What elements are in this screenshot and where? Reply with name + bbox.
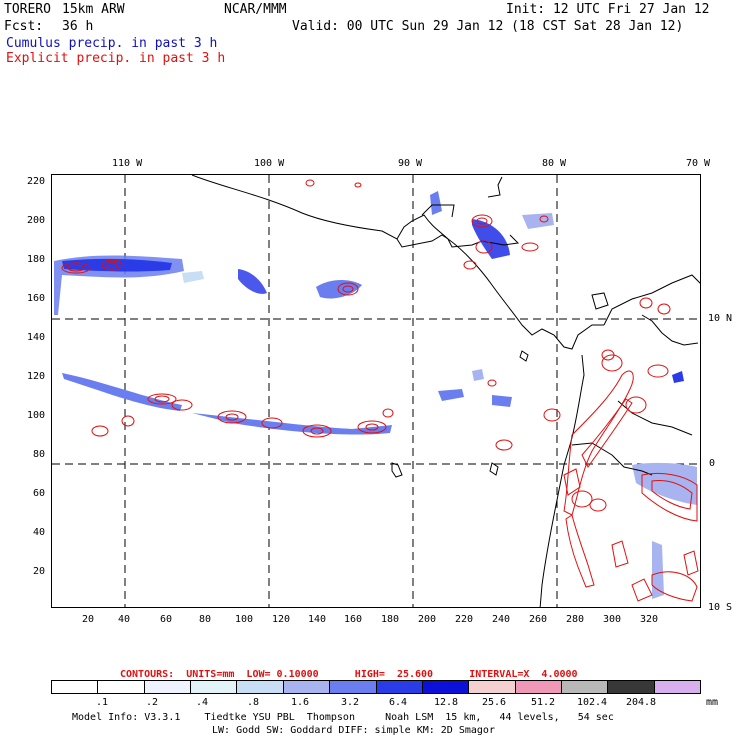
legend-unit: mm	[705, 697, 719, 708]
legend-colorbar	[51, 680, 701, 694]
legend-label: 204.8	[625, 697, 657, 708]
x-tick: 100	[235, 614, 254, 625]
y-tick: 100	[27, 410, 46, 421]
legend-label: .8	[246, 697, 260, 708]
x-tick: 240	[492, 614, 511, 625]
legend-swatch	[376, 681, 423, 693]
cumulus-line: Cumulus precip. in past 3 h	[6, 36, 218, 51]
y-tick: 140	[27, 332, 46, 343]
map-panel	[51, 174, 701, 608]
init-time: Init: 12 UTC Fri 27 Jan 12	[506, 2, 710, 17]
legend-swatch	[515, 681, 562, 693]
legend-label: 25.6	[481, 697, 507, 708]
x-tick: 180	[381, 614, 400, 625]
y-tick: 60	[33, 488, 46, 499]
lon-label: 110 W	[112, 158, 143, 169]
legend-label: 12.8	[433, 697, 459, 708]
x-tick: 80	[199, 614, 212, 625]
x-tick: 140	[308, 614, 327, 625]
grid-lines	[52, 175, 700, 607]
model-info-line2: LW: Godd SW: Goddard DIFF: simple KM: 2D…	[212, 725, 495, 736]
x-tick: 320	[640, 614, 659, 625]
valid-time: Valid: 00 UTC Sun 29 Jan 12 (18 CST Sat …	[292, 19, 684, 34]
model-name: TORERO	[4, 2, 51, 17]
y-tick: 180	[27, 254, 46, 265]
lon-label: 100 W	[254, 158, 285, 169]
lon-label: 70 W	[686, 158, 711, 169]
explicit-line: Explicit precip. in past 3 h	[6, 51, 226, 66]
organization: NCAR/MMM	[224, 2, 287, 17]
x-tick: 40	[118, 614, 131, 625]
fcst-label: Fcst:	[4, 19, 44, 34]
x-tick: 300	[603, 614, 622, 625]
y-tick: 80	[33, 449, 46, 460]
legend-swatch	[191, 681, 238, 693]
explicit-contours	[61, 179, 699, 602]
legend-swatch	[237, 681, 284, 693]
y-tick: 40	[33, 527, 46, 538]
y-tick: 160	[27, 293, 46, 304]
legend-swatch	[144, 681, 192, 693]
y-tick: 20	[33, 566, 46, 577]
legend-swatch	[422, 681, 470, 693]
legend-label: .1	[95, 697, 109, 708]
legend-label: 51.2	[530, 697, 556, 708]
legend-label: .4	[195, 697, 209, 708]
coastlines	[191, 175, 700, 607]
model-info-line1: Model Info: V3.3.1 Tiedtke YSU PBL Thomp…	[72, 712, 614, 723]
x-tick: 260	[529, 614, 548, 625]
lat-label: 0	[709, 458, 716, 469]
lat-label: 10 S	[708, 602, 733, 613]
precip-map	[52, 175, 700, 607]
legend-swatch	[654, 681, 701, 693]
legend-swatch	[283, 681, 331, 693]
x-tick: 280	[566, 614, 585, 625]
legend-swatch	[330, 681, 377, 693]
x-tick: 60	[160, 614, 173, 625]
x-tick: 160	[344, 614, 363, 625]
legend-label: .2	[145, 697, 159, 708]
legend-swatch	[608, 681, 655, 693]
x-tick: 120	[272, 614, 291, 625]
cumulus-precip	[54, 191, 697, 599]
legend-label: 102.4	[576, 697, 608, 708]
x-tick: 20	[82, 614, 95, 625]
model-resolution: 15km ARW	[62, 2, 125, 17]
legend-label: 6.4	[388, 697, 408, 708]
legend-swatch	[98, 681, 145, 693]
lat-label: 10 N	[708, 313, 733, 324]
lon-label: 90 W	[398, 158, 423, 169]
contours-info: CONTOURS: UNITS=mm LOW= 0.10000 HIGH= 25…	[120, 669, 578, 680]
fcst-value: 36 h	[62, 19, 94, 34]
y-tick: 200	[27, 215, 46, 226]
y-tick: 120	[27, 371, 46, 382]
legend-swatch	[561, 681, 609, 693]
x-tick: 220	[455, 614, 474, 625]
legend-label: 3.2	[340, 697, 360, 708]
x-tick: 200	[418, 614, 437, 625]
legend-label: 1.6	[290, 697, 310, 708]
y-tick: 220	[27, 176, 46, 187]
lon-label: 80 W	[542, 158, 567, 169]
legend-swatch	[52, 681, 99, 693]
legend-swatch	[469, 681, 516, 693]
